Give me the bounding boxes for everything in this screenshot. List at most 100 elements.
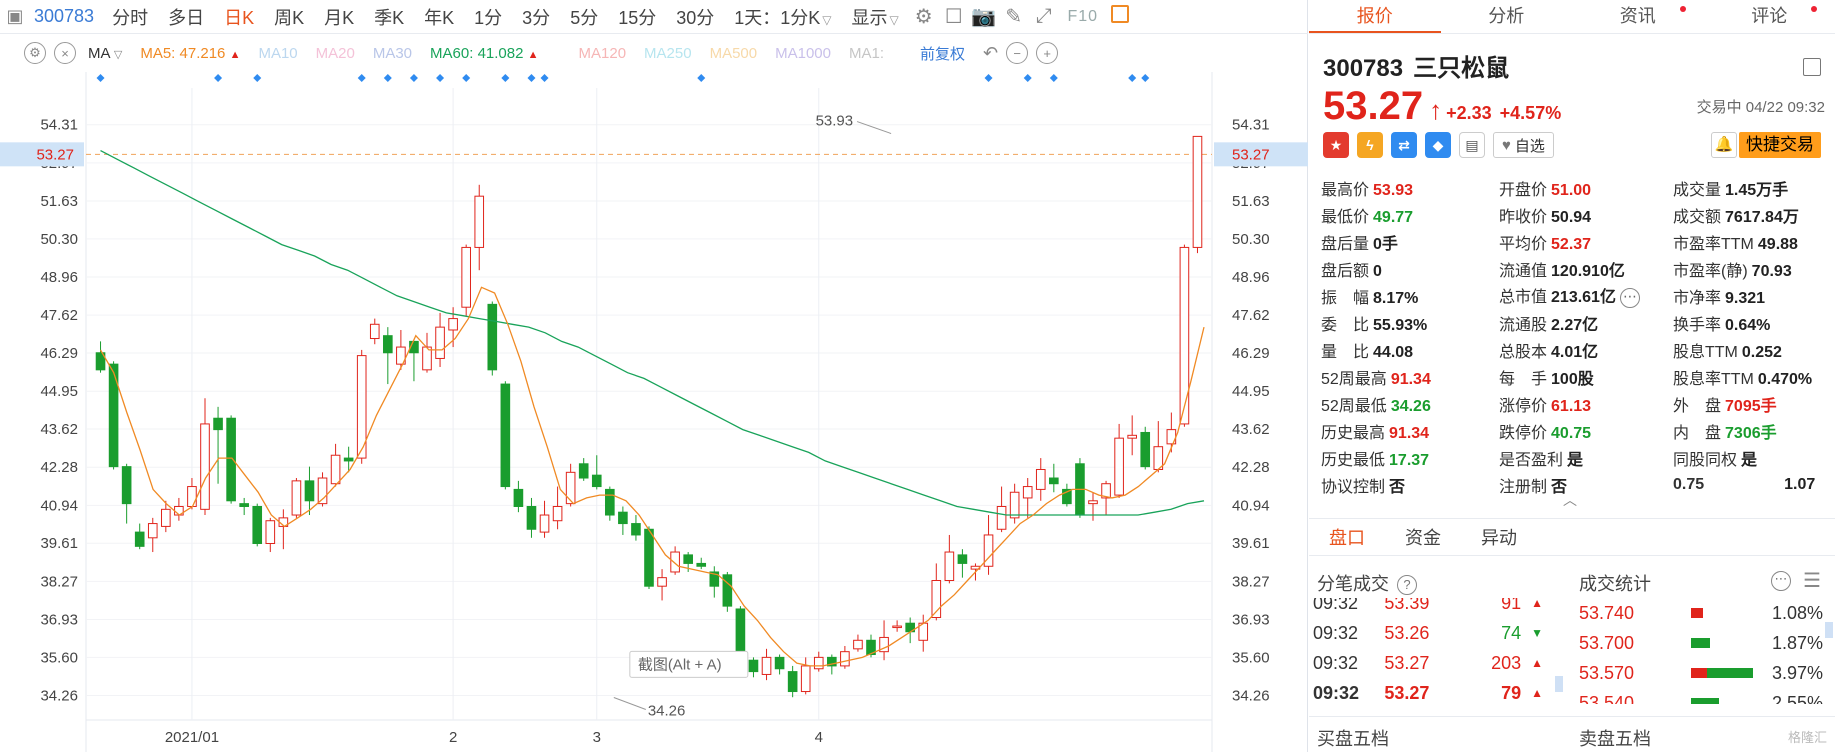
candle-body <box>95 352 106 371</box>
period-tab[interactable]: 年K <box>424 7 455 28</box>
panel-toggle-icon[interactable] <box>1107 4 1133 29</box>
collapse-icon[interactable]: ︿ <box>1563 492 1577 508</box>
candle-body <box>944 551 955 582</box>
help-icon[interactable]: ? <box>1397 575 1417 596</box>
candle-body <box>696 562 707 567</box>
quote-value: 0.470% <box>1757 370 1813 388</box>
period-tab[interactable]: 1分 <box>474 7 503 28</box>
price-row: 53.27 ↑ +2.33 +4.57% <box>1323 84 1569 129</box>
window-mode-icon[interactable]: ☐ <box>944 6 963 28</box>
stock-code-label[interactable]: 300783 <box>34 6 95 26</box>
stats-scrollbar[interactable] <box>1825 622 1833 638</box>
tab-3[interactable]: 评论 <box>1704 0 1835 33</box>
tab-2[interactable]: 资讯 <box>1572 0 1704 33</box>
y-tick-right: 35.60 <box>1232 649 1270 666</box>
stock-title: 300783 三只松鼠 <box>1323 55 1510 82</box>
more-icon[interactable]: ⋯ <box>1619 287 1640 308</box>
period-tab[interactable]: 周K <box>274 7 305 28</box>
tick-row: 09:32 53.26 74 ▼ <box>1313 618 1543 648</box>
period-tab[interactable]: 分时 <box>112 7 149 28</box>
event-marker <box>96 74 105 82</box>
candle-body <box>500 383 511 488</box>
quote-cell: 流通值 120.910亿 <box>1499 257 1673 281</box>
more-icon[interactable]: ⋯ <box>1771 571 1791 591</box>
sidebar-toggle-icon[interactable]: ▣ <box>6 6 24 26</box>
sell-five-label[interactable]: 卖盘五档 <box>1579 729 1651 749</box>
candle-body <box>709 571 720 587</box>
display-menu[interactable]: 显示 ▽ <box>851 7 899 28</box>
period-tab[interactable]: 日K <box>224 7 255 28</box>
tag-icon[interactable]: ◆ <box>1425 132 1451 158</box>
tick-scrollbar[interactable] <box>1555 676 1563 692</box>
buy-five-label[interactable]: 买盘五档 <box>1317 729 1389 749</box>
section-tab[interactable]: 异动 <box>1481 528 1517 548</box>
y-tick-left: 42.28 <box>40 459 78 476</box>
quote-cell: 是否盈利是 <box>1499 446 1673 470</box>
current-price-tag-right <box>1214 142 1308 167</box>
fullscreen-icon[interactable]: ⤢ <box>1035 5 1052 27</box>
close-icon[interactable]: × <box>54 42 76 64</box>
up-triangle-icon: ▲ <box>1531 686 1543 700</box>
ma250-legend: MA250 <box>644 44 692 62</box>
zoom-in-icon[interactable]: + <box>1036 42 1059 64</box>
section-tab[interactable]: 盘口 <box>1329 528 1365 548</box>
candle-body <box>996 505 1007 530</box>
quote-row: 历史最高 91.34 跌停价 40.75 内 盘 7306手 <box>1321 417 1829 444</box>
quick-trade-button[interactable]: 快捷交易 <box>1739 132 1821 158</box>
volume-stats-list[interactable]: 53.740 1.08% 53.700 1.87% 53.570 3.97% 53.540 2… <box>1579 598 1827 704</box>
bell-icon[interactable]: 🔔 <box>1711 132 1737 158</box>
china-flag-icon[interactable]: ★ <box>1323 132 1349 158</box>
x-tick-label: 4 <box>815 729 823 746</box>
camera-icon[interactable]: 📷 <box>971 6 997 28</box>
list-icon[interactable]: ☰ <box>1803 570 1821 592</box>
tick-list[interactable]: 09:32 53.39 91 ▲ 09:32 53.26 74 ▼ 09:32 53.27 203 ▲… <box>1313 598 1543 704</box>
event-marker <box>1049 74 1058 82</box>
period-tab[interactable]: 多日 <box>168 7 205 28</box>
candle-body <box>853 639 863 650</box>
candle-body <box>565 471 576 505</box>
kline-chart[interactable]: 54.3154.3152.9752.9751.6351.6350.3050.30… <box>0 72 1308 752</box>
adjust-select[interactable]: 前复权 <box>920 45 966 63</box>
undo-icon[interactable]: ↶ <box>983 42 999 63</box>
f10-button[interactable]: F10 <box>1067 7 1099 25</box>
lightning-icon[interactable]: ϟ <box>1357 132 1383 158</box>
current-price-tag-left <box>0 142 84 167</box>
candle-body <box>461 246 471 308</box>
shuffle-icon[interactable]: ⇄ <box>1391 132 1417 158</box>
y-tick-right: 44.95 <box>1232 383 1270 400</box>
candle-body <box>800 665 811 693</box>
y-tick-left: 50.30 <box>40 231 78 248</box>
period-tab[interactable]: 月K <box>324 7 355 28</box>
candle-body <box>892 625 902 629</box>
up-triangle-icon: ▲ <box>1531 598 1543 610</box>
zoom-out-icon[interactable]: − <box>1006 42 1029 64</box>
settings-gear-icon[interactable]: ⚙ <box>914 6 933 28</box>
gear-icon[interactable]: ⚙ <box>24 42 46 64</box>
low-annotation-leader <box>613 697 646 710</box>
tab-0[interactable]: 报价 <box>1309 0 1441 33</box>
quote-stats-table: 最高价 53.93 开盘价 51.00 成交量 1.45万手 最低价 49.77 昨收价 50.9… <box>1321 174 1829 498</box>
quote-value: 1.45万手 <box>1725 181 1789 199</box>
note-icon[interactable]: ▤ <box>1459 132 1485 158</box>
section-tab[interactable]: 资金 <box>1405 528 1441 548</box>
period-tab[interactable]: 3分 <box>522 7 551 28</box>
stats-row: 53.570 3.97% <box>1579 658 1827 688</box>
quote-cell: 成交量 1.45万手 <box>1673 176 1829 200</box>
candle-body <box>343 457 354 462</box>
period-tab[interactable]: 季K <box>374 7 405 28</box>
quote-cell: 市盈率(静) 70.93 <box>1673 257 1829 281</box>
quote-cell: 0.75 1.07 <box>1673 476 1829 494</box>
add-favorite-button[interactable]: ♥ 自选 <box>1493 132 1554 158</box>
quote-value: 4.01亿 <box>1551 343 1599 361</box>
interval-select[interactable]: 1天：1分K ▽ <box>734 7 832 28</box>
period-tab[interactable]: 30分 <box>676 7 715 28</box>
period-tab[interactable]: 15分 <box>618 7 657 28</box>
panel-layout-icon[interactable] <box>1803 58 1821 76</box>
indicator-select[interactable]: MA ▽ <box>88 44 123 62</box>
pen-icon[interactable]: ✎ <box>1005 6 1023 28</box>
quote-value: 52.37 <box>1551 235 1592 253</box>
period-tab[interactable]: 5分 <box>570 7 599 28</box>
stats-price: 53.570 <box>1579 662 1635 683</box>
tab-1[interactable]: 分析 <box>1441 0 1573 33</box>
stats-pct: 2.55% <box>1771 692 1823 705</box>
